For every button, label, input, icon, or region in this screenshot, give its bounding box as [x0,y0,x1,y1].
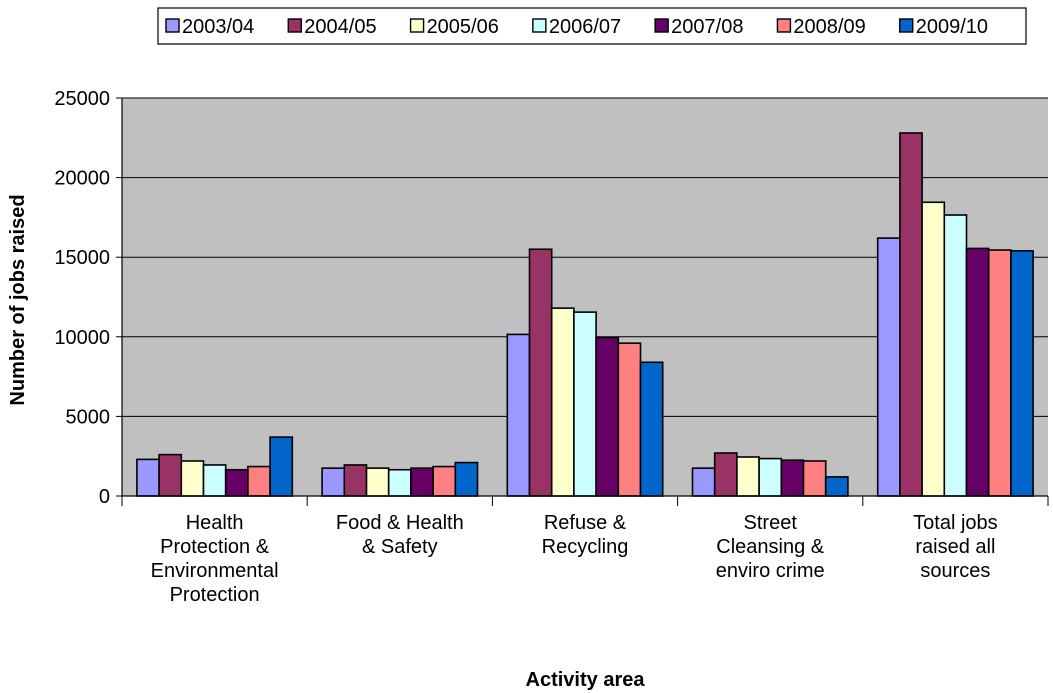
bar-2004-05 [713,452,738,497]
axes [121,98,1049,506]
bar-2003-04 [136,458,160,497]
x-category-label: Health Protection & Environmental Protectio… [151,512,279,606]
bar-2007-08 [410,467,434,497]
bar-2003-04 [691,467,716,497]
legend-swatch [899,18,914,33]
bar-2006-07 [387,468,412,497]
legend-box [157,7,1027,45]
bar-2003-04 [321,467,346,497]
bar-2005-06 [365,467,390,497]
bar-2003-04 [876,237,901,497]
bar-2004-05 [528,248,553,497]
bar-2009-10 [824,476,849,497]
y-tick-label: 5000 [66,406,111,428]
bar-2007-08 [780,459,805,497]
legend: 2003/04 2004/05 2005/06 2006/07 2007/08 2008/… [157,7,1027,45]
bar-2006-07 [573,311,597,497]
bar-2005-06 [180,460,205,497]
x-category-label: Food & Health & Safety [336,512,464,558]
bar-2004-05 [899,132,923,497]
x-axis-title: Activity area [526,669,646,691]
legend-label: 2009/10 [916,16,988,38]
bar-2008-09 [432,465,457,497]
y-tick-label: 0 [99,486,110,508]
x-category-label: Total jobs raised all sources [913,512,998,582]
bar-2009-10 [454,461,479,497]
y-tick-label: 25000 [54,88,110,110]
bar-2004-05 [343,464,368,497]
legend-swatch [165,18,180,33]
x-category-labels: Health Protection & Environmental Protectio… [151,512,998,606]
legend-swatch [409,18,425,33]
y-tick-label: 10000 [54,327,110,349]
bar-2006-07 [943,214,968,497]
bar-2009-10 [1010,250,1034,497]
legend-label: 2005/06 [427,16,499,38]
x-category-label: Refuse & Recycling [542,512,629,558]
bar-2008-09 [247,465,271,497]
bar-2006-07 [758,457,783,497]
bar-2009-10 [639,361,664,497]
y-tick-label: 15000 [54,247,110,269]
legend-label: 2006/07 [549,16,621,38]
legend-swatch [776,18,792,33]
bar-2006-07 [202,464,227,497]
bar-2007-08 [965,247,990,497]
bar-2008-09 [617,342,642,497]
y-axis-title: Number of jobs raised [7,194,29,405]
bar-2005-06 [550,307,575,497]
bar-2009-10 [269,436,294,497]
bar-2005-06 [736,456,760,497]
legend-label: 2004/05 [304,16,376,38]
x-category-label: Street Cleansing & enviro crime [716,512,825,582]
bar-2003-04 [506,333,531,497]
y-tick-labels: 0 5000 10000 15000 20000 25000 [54,88,110,508]
legend-swatch [654,18,669,33]
legend-label: 2007/08 [671,16,743,38]
bar-2008-09 [987,249,1012,497]
legend-label: 2008/09 [793,16,865,38]
legend-swatch [532,18,547,33]
bar-2008-09 [802,460,827,497]
bar-2004-05 [158,453,183,497]
legend-label: 2003/04 [182,16,254,38]
y-tick-label: 20000 [54,168,110,190]
bar-2007-08 [595,336,620,497]
bar-2007-08 [224,468,249,497]
legend-swatch [287,18,302,33]
bar-2005-06 [921,201,946,497]
